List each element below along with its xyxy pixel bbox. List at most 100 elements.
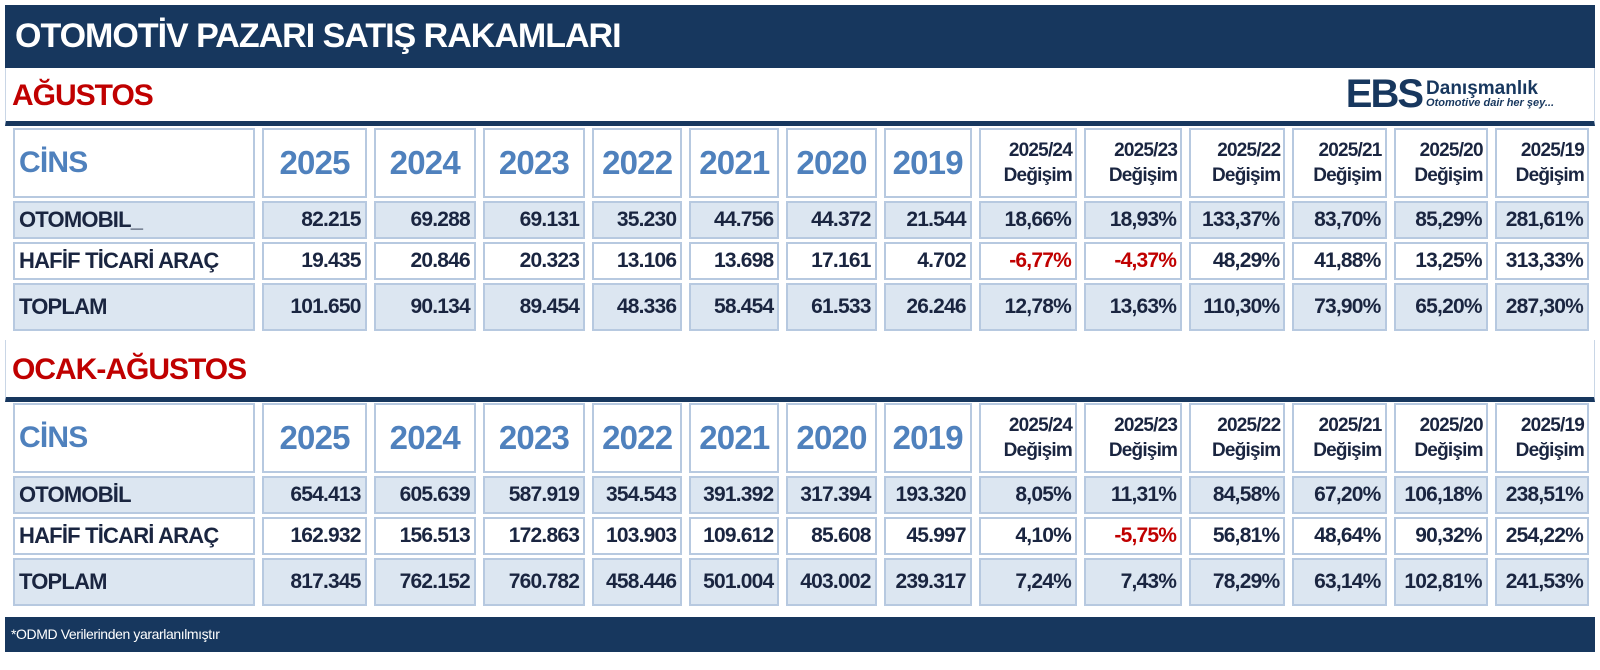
column-header-line: Değişim	[1212, 440, 1281, 461]
table-cell: 354.543	[592, 476, 683, 514]
table-cell: 18,93%	[1083, 201, 1183, 239]
column-header-line: 2025/23	[1114, 140, 1178, 161]
table-cell: 13,25%	[1393, 242, 1488, 280]
column-header: 2025/19 Değişim	[1494, 128, 1589, 198]
column-header: 2025/22 Değişim	[1189, 403, 1286, 473]
table-cell: 13,63%	[1083, 283, 1183, 331]
column-header-line: 2025/21	[1318, 140, 1382, 161]
row-label: OTOMOBİL	[13, 476, 256, 514]
table-cell: 65,20%	[1393, 283, 1488, 331]
table-cell: 89.454	[482, 283, 586, 331]
table-cell: 501.004	[689, 558, 780, 606]
column-header: 2020	[786, 403, 877, 473]
table-cell: 458.446	[592, 558, 683, 606]
table-row: OTOMOBIL_ 82.215 69.288 69.131 35.230 44.756 4…	[13, 201, 1589, 239]
row-label: OTOMOBIL_	[13, 201, 256, 239]
table-cell: 26.246	[883, 283, 972, 331]
table-cell: 109.612	[689, 517, 780, 555]
column-header: 2025/19 Değişim	[1494, 403, 1589, 473]
logo-name: Danışmanlık	[1426, 78, 1538, 99]
column-header-line: Değişim	[1108, 440, 1178, 461]
table-cell: 84,58%	[1189, 476, 1286, 514]
table-cell: 13.106	[592, 242, 683, 280]
table-cell: 69.131	[482, 201, 586, 239]
column-header: 2021	[689, 128, 780, 198]
column-header: 2023	[482, 403, 586, 473]
column-header: 2019	[883, 403, 972, 473]
table-cell: 11,31%	[1083, 476, 1183, 514]
footer-note: *ODMD Verilerinden yararlanılmıştır	[5, 617, 1595, 652]
column-header: 2025/23 Değişim	[1083, 128, 1183, 198]
page-title: OTOMOTİV PAZARI SATIŞ RAKAMLARI	[5, 5, 1595, 68]
row-label: HAFİF TİCARİ ARAÇ	[13, 517, 256, 555]
table-cell: 63,14%	[1292, 558, 1387, 606]
table-cell: 67,20%	[1292, 476, 1387, 514]
table-cell: 241,53%	[1494, 558, 1589, 606]
column-header-line: Değişim	[1212, 165, 1281, 186]
table-cell: 19.435	[262, 242, 367, 280]
column-header: 2019	[883, 128, 972, 198]
table-cell: 45.997	[883, 517, 972, 555]
header-row: CİNS 2025 2024 2023 2022 2021 2020 2019 2025/24 D…	[13, 403, 1589, 473]
column-header-line: 2025/21	[1318, 415, 1382, 436]
table-cell: 106,18%	[1393, 476, 1488, 514]
table-cell: 58.454	[689, 283, 780, 331]
table-cell: 48.336	[592, 283, 683, 331]
table-cell: 4,10%	[978, 517, 1077, 555]
table-cell: 18,66%	[978, 201, 1077, 239]
table-cell: 82.215	[262, 201, 367, 239]
table-cell: 817.345	[262, 558, 367, 606]
column-header: 2025/24 Değişim	[978, 403, 1077, 473]
table-cell: 605.639	[373, 476, 476, 514]
table-cell: 156.513	[373, 517, 476, 555]
column-header: 2023	[482, 128, 586, 198]
column-header-line: 2025/23	[1114, 415, 1178, 436]
row-label: HAFİF TİCARİ ARAÇ	[13, 242, 256, 280]
table-cell: 133,37%	[1189, 201, 1286, 239]
section-header-ocak-agustos: OCAK-AĞUSTOS	[5, 340, 1595, 402]
column-header: 2020	[786, 128, 877, 198]
table-cell: 172.863	[482, 517, 586, 555]
table-cell: 239.317	[883, 558, 972, 606]
table-cell: 162.932	[262, 517, 367, 555]
column-header-line: Değişim	[1003, 440, 1073, 461]
logo-slogan: Otomotive dair her şey...	[1426, 97, 1554, 109]
table-cell: -4,37%	[1083, 242, 1183, 280]
table-cell: 7,24%	[978, 558, 1077, 606]
table-cell: 102,81%	[1393, 558, 1488, 606]
column-header-line: 2025/20	[1419, 415, 1484, 436]
column-header: 2021	[689, 403, 780, 473]
table-row: TOPLAM 817.345 762.152 760.782 458.446 501.00…	[13, 558, 1589, 606]
table-cell: 73,90%	[1292, 283, 1387, 331]
table-cell: 238,51%	[1494, 476, 1589, 514]
table-cell: 12,78%	[978, 283, 1077, 331]
table-cell: 391.392	[689, 476, 780, 514]
table-cell: 762.152	[373, 558, 476, 606]
table-cell: 587.919	[482, 476, 586, 514]
column-header: 2025/22 Değişim	[1189, 128, 1286, 198]
column-header: 2022	[592, 403, 683, 473]
table-cell: 254,22%	[1494, 517, 1589, 555]
column-header: 2025/23 Değişim	[1083, 403, 1183, 473]
column-header-line: 2025/24	[1008, 415, 1073, 436]
column-header-line: Değişim	[1313, 165, 1382, 186]
column-header-line: Değişim	[1515, 440, 1585, 461]
column-header-line: 2025/20	[1419, 140, 1484, 161]
column-header: 2025	[262, 403, 367, 473]
table-cell: -6,77%	[978, 242, 1077, 280]
column-header-line: Değişim	[1003, 165, 1073, 186]
table-cell: 35.230	[592, 201, 683, 239]
row-label: TOPLAM	[13, 558, 256, 606]
table-cell: 281,61%	[1494, 201, 1589, 239]
table-cell: 90,32%	[1393, 517, 1488, 555]
logo-mark: EBS	[1345, 72, 1424, 116]
column-header-line: 2025/24	[1008, 140, 1073, 161]
column-header: 2025/21 Değişim	[1292, 128, 1387, 198]
column-header: 2022	[592, 128, 683, 198]
column-header: 2024	[373, 403, 476, 473]
table-cell: 41,88%	[1292, 242, 1387, 280]
column-header: 2025/24 Değişim	[978, 128, 1077, 198]
table-cell: 760.782	[482, 558, 586, 606]
header-row: CİNS 2025 2024 2023 2022 2021 2020 2019 2025/24 D…	[13, 128, 1589, 198]
column-header-line: Değişim	[1414, 440, 1483, 461]
